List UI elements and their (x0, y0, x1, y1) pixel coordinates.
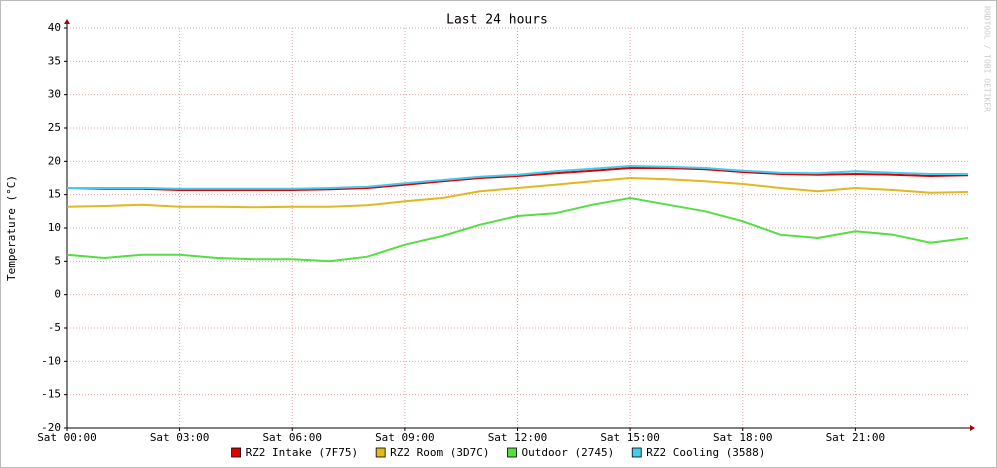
y-tick-label: 35 (48, 54, 61, 67)
series-line (66, 167, 969, 191)
series-line (66, 196, 969, 263)
legend-label: Outdoor (2745) (522, 446, 615, 459)
series-line (66, 176, 969, 209)
y-axis-arrow (64, 19, 70, 24)
legend-label: RZ2 Room (3D7C) (390, 446, 489, 459)
series-line (67, 164, 968, 190)
y-tick-label: 10 (48, 221, 61, 234)
y-tick-label: 0 (54, 288, 61, 301)
y-tick-label: 30 (48, 88, 61, 101)
y-tick-label: 25 (48, 121, 61, 134)
x-tick-label: Sat 09:00 (375, 431, 435, 444)
chart-title: Last 24 hours (446, 13, 548, 28)
y-tick-label: -10 (41, 354, 61, 367)
x-tick-label: Sat 06:00 (262, 431, 322, 444)
x-tick-label: Sat 18:00 (713, 431, 773, 444)
y-tick-label: -20 (41, 421, 61, 434)
y-tick-label: -5 (48, 321, 61, 334)
watermark: RRDTOOL / TOBI OETIKER (983, 6, 992, 112)
y-tick-label: 5 (54, 254, 61, 267)
y-tick-label: -15 (41, 388, 61, 401)
legend-swatch (375, 447, 386, 458)
y-axis-label: Temperature (°C) (5, 175, 18, 281)
x-tick-label: Sat 12:00 (488, 431, 548, 444)
y-tick-label: 20 (48, 154, 61, 167)
legend-swatch (507, 447, 517, 458)
x-tick-label: Sat 15:00 (600, 431, 660, 444)
y-tick-label: 15 (48, 188, 61, 201)
y-tick-label: 40 (48, 21, 61, 34)
legend-label: RZ2 Intake (7F75) (246, 446, 359, 459)
legend-label: RZ2 Cooling (3588) (646, 446, 765, 459)
x-tick-label: Sat 21:00 (826, 431, 886, 444)
x-tick-label: Sat 00:00 (37, 431, 97, 444)
legend-swatch (231, 447, 241, 458)
x-axis-arrow (970, 425, 975, 431)
x-tick-label: Sat 03:00 (150, 431, 210, 444)
legend-swatch (631, 447, 642, 458)
